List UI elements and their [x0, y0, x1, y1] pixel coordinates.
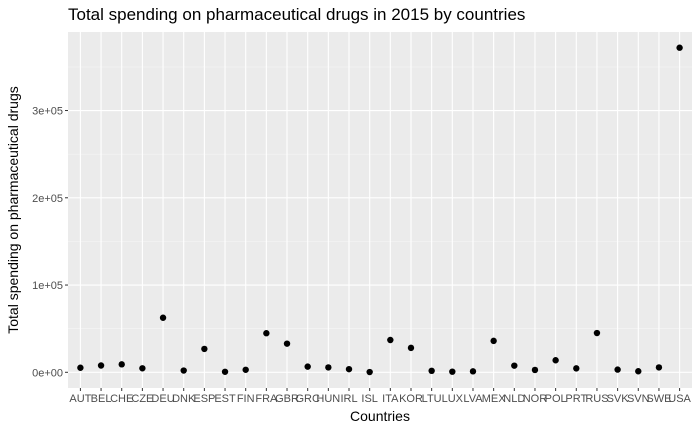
data-point-pol: [552, 357, 559, 364]
data-point-swe: [655, 364, 663, 371]
data-point-ita: [387, 336, 394, 344]
data-point-esp: [201, 345, 208, 353]
x-tick-label: KOR: [399, 393, 423, 405]
data-point-mex: [490, 337, 497, 345]
x-tick-label: PRT: [565, 393, 587, 405]
x-tick-label: CZE: [131, 393, 153, 405]
x-tick-label: RUS: [585, 393, 608, 405]
data-point-est: [221, 368, 229, 375]
x-tick-label: POL: [545, 393, 567, 405]
y-tick-label: 1e+05: [32, 280, 63, 292]
x-tick-label: NLD: [503, 393, 525, 405]
data-point-rus: [593, 329, 601, 337]
x-tick-label: ESP: [193, 393, 215, 405]
data-point-aut: [77, 364, 84, 371]
y-tick-label: 3e+05: [32, 106, 63, 118]
y-axis-title: Total spending on pharmaceutical drugs: [5, 86, 21, 334]
x-tick-label: GBR: [275, 393, 299, 405]
data-point-nor: [531, 366, 539, 374]
data-point-svk: [614, 366, 621, 373]
data-point-lva: [469, 368, 477, 375]
data-point-grc: [304, 363, 311, 370]
data-point-svn: [635, 368, 642, 375]
minor-gridlines: [68, 66, 692, 329]
data-point-deu: [159, 314, 167, 321]
x-tick-label: SVK: [607, 393, 630, 405]
data-point-ltu: [428, 367, 435, 375]
major-gridlines-y: [68, 109, 692, 373]
x-tick-label: LTU: [422, 393, 442, 405]
data-point-dnk: [180, 367, 187, 374]
data-point-irl: [345, 365, 353, 373]
data-point-gbr: [283, 340, 291, 347]
x-tick-label: HUN: [316, 393, 340, 405]
x-tick-label: ITA: [382, 393, 399, 405]
y-axis-ticks: 0e+00 1e+05 2e+05 3e+05: [32, 106, 68, 379]
data-point-fin: [242, 366, 249, 373]
major-gridlines-x: [79, 32, 681, 388]
x-tick-label: MEX: [482, 393, 507, 405]
data-point-prt: [573, 365, 580, 372]
chart-title: Total spending on pharmaceutical drugs i…: [68, 5, 525, 24]
x-tick-label: DNK: [172, 393, 196, 405]
y-tick-label: 0e+00: [32, 367, 63, 379]
x-tick-label: AUT: [69, 393, 91, 405]
x-tick-label: FIN: [237, 393, 255, 405]
x-tick-label: ISL: [361, 393, 378, 405]
x-tick-label: NOR: [523, 393, 548, 405]
x-tick-label: CHE: [110, 393, 133, 405]
y-tick-label: 2e+05: [32, 193, 63, 205]
x-axis-title: Countries: [350, 408, 410, 424]
x-tick-label: DEU: [151, 393, 174, 405]
x-tick-label: IRL: [340, 393, 357, 405]
x-tick-label: LUX: [442, 393, 464, 405]
data-point-hun: [325, 364, 332, 371]
x-tick-label: EST: [214, 393, 236, 405]
data-points: [77, 44, 683, 376]
data-point-kor: [407, 344, 415, 352]
data-point-lux: [449, 368, 456, 375]
x-tick-label: SWE: [646, 393, 671, 405]
data-point-che: [118, 361, 125, 368]
data-point-usa: [676, 44, 683, 51]
data-point-isl: [366, 368, 373, 376]
data-point-bel: [97, 362, 105, 369]
x-tick-label: BEL: [91, 393, 112, 405]
data-point-fra: [263, 330, 270, 337]
data-point-nld: [511, 362, 518, 369]
x-tick-label: FRA: [255, 393, 278, 405]
data-point-cze: [139, 365, 146, 372]
x-tick-label: LVA: [463, 393, 483, 405]
x-tick-label: USA: [668, 393, 691, 405]
x-tick-label: GRC: [295, 393, 320, 405]
x-tick-label: SVN: [627, 393, 650, 405]
